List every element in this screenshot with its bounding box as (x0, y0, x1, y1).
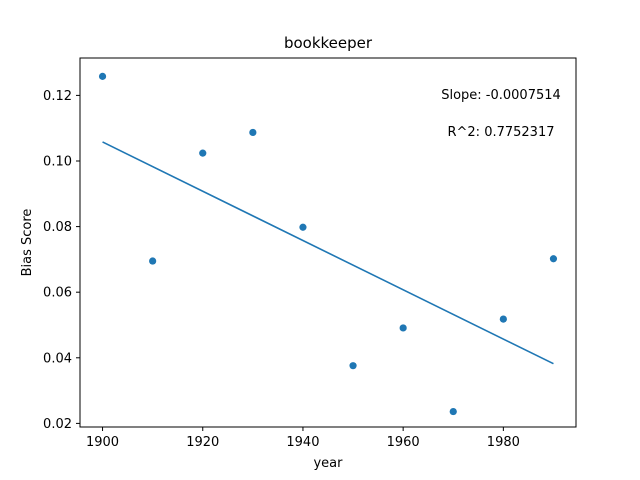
plot-frame (79, 57, 577, 428)
x-tick-label: 1920 (186, 435, 219, 450)
data-point (299, 223, 307, 231)
y-tick-label: 0.12 (43, 89, 72, 104)
y-tick-label: 0.04 (43, 351, 72, 366)
y-tick-label: 0.08 (43, 220, 72, 235)
data-point (349, 362, 357, 370)
data-point (449, 407, 457, 416)
y-axis: 0.02 0.04 0.06 0.08 0.10 0.12 (43, 89, 80, 432)
data-point (199, 149, 207, 157)
data-point (249, 128, 257, 137)
data-point (549, 255, 558, 263)
x-axis-label: year (313, 456, 343, 471)
chart-title: bookkeeper (284, 34, 373, 52)
x-tick-label: 1940 (286, 435, 319, 450)
data-point (149, 257, 157, 265)
x-tick-label: 1960 (387, 435, 420, 450)
slope-annotation: Slope: -0.0007514 (441, 88, 561, 103)
r-squared-annotation: R^2: 0.7752317 (447, 125, 554, 140)
y-axis-label: Bias Score (20, 209, 35, 277)
x-axis: 1900 1920 1940 1960 1980 (86, 427, 520, 450)
plot-area (98, 72, 558, 416)
data-point (399, 324, 407, 332)
x-tick-label: 1980 (487, 435, 520, 450)
data-point (499, 315, 507, 323)
regression-line (102, 141, 554, 365)
data-point (98, 72, 107, 80)
y-tick-label: 0.02 (43, 417, 72, 432)
y-tick-label: 0.10 (43, 154, 72, 169)
y-tick-label: 0.06 (43, 286, 72, 301)
x-tick-label: 1900 (86, 435, 119, 450)
